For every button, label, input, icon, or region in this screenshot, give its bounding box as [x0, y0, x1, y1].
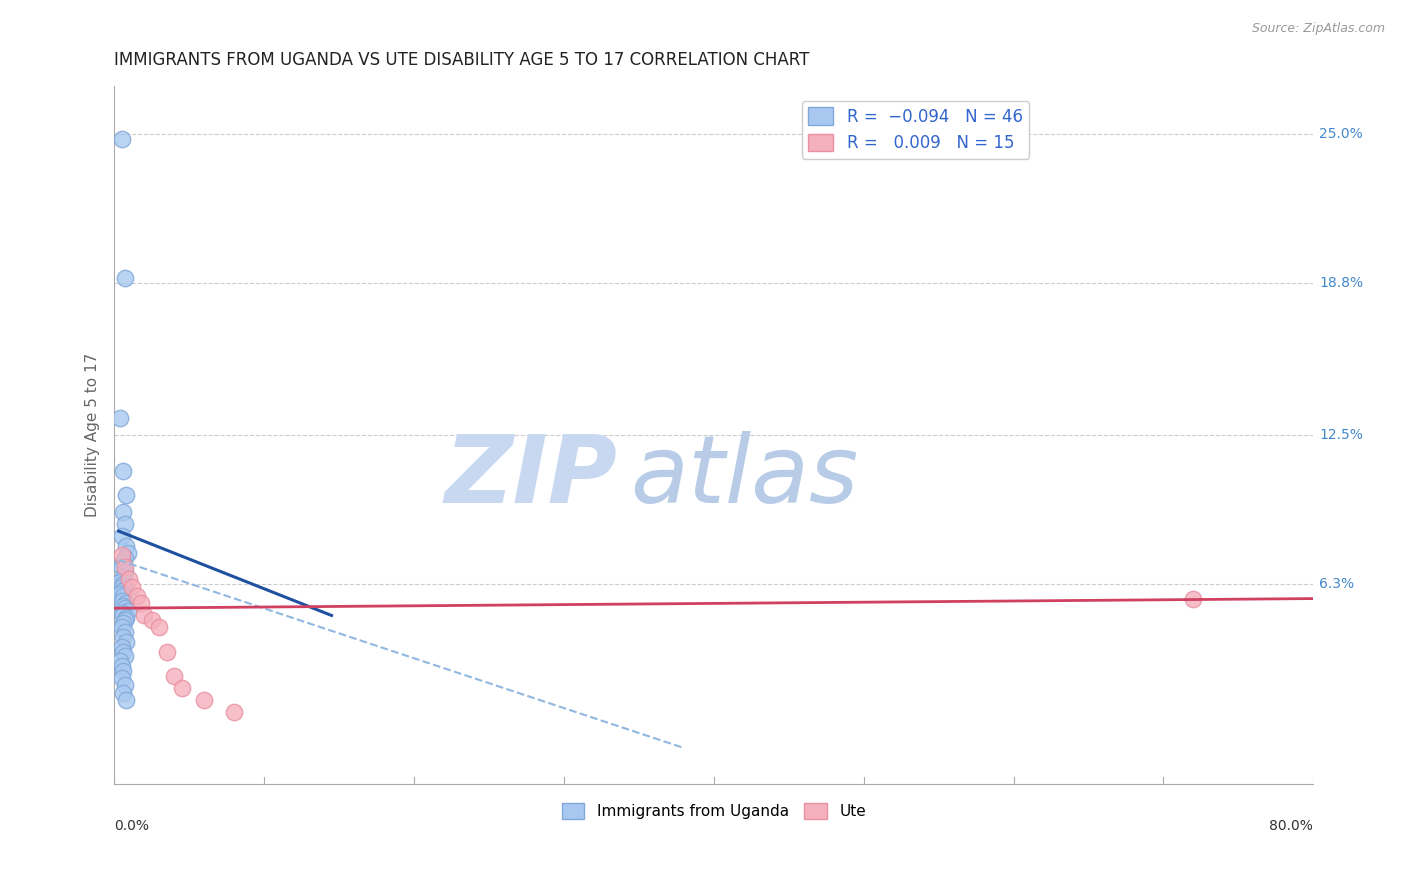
Point — [112, 556, 135, 570]
Text: ZIP: ZIP — [444, 431, 617, 523]
Point — [112, 664, 135, 678]
Text: 80.0%: 80.0% — [1270, 819, 1313, 833]
Point — [115, 488, 138, 502]
Point — [111, 560, 134, 574]
Point — [114, 649, 136, 664]
Point — [141, 613, 163, 627]
Point — [108, 587, 131, 601]
Point — [114, 565, 136, 579]
Point — [108, 654, 131, 668]
Point — [115, 539, 138, 553]
Text: IMMIGRANTS FROM UGANDA VS UTE DISABILITY AGE 5 TO 17 CORRELATION CHART: IMMIGRANTS FROM UGANDA VS UTE DISABILITY… — [114, 51, 810, 69]
Text: 18.8%: 18.8% — [1319, 276, 1364, 290]
Point — [111, 131, 134, 145]
Point — [111, 529, 134, 543]
Point — [114, 516, 136, 531]
Point — [111, 594, 134, 608]
Point — [170, 681, 193, 695]
Point — [114, 601, 136, 615]
Text: 25.0%: 25.0% — [1319, 127, 1362, 141]
Text: 6.3%: 6.3% — [1319, 577, 1354, 591]
Point — [224, 705, 246, 719]
Point — [114, 678, 136, 692]
Text: Source: ZipAtlas.com: Source: ZipAtlas.com — [1251, 22, 1385, 36]
Point — [114, 271, 136, 285]
Point — [114, 582, 136, 596]
Point — [111, 606, 134, 620]
Point — [111, 580, 134, 594]
Point — [134, 608, 156, 623]
Text: 12.5%: 12.5% — [1319, 428, 1364, 442]
Point — [112, 464, 135, 478]
Point — [108, 574, 131, 589]
Point — [115, 611, 138, 625]
Point — [112, 570, 135, 584]
Point — [114, 550, 136, 565]
Point — [111, 640, 134, 654]
Point — [114, 625, 136, 640]
Point — [112, 685, 135, 699]
Point — [111, 620, 134, 634]
Point — [121, 580, 143, 594]
Point — [112, 644, 135, 658]
Point — [117, 604, 139, 618]
Point — [125, 589, 148, 603]
Point — [112, 630, 135, 644]
Point — [112, 599, 135, 613]
Point — [112, 577, 135, 591]
Point — [111, 671, 134, 685]
Point — [148, 620, 170, 634]
Point — [111, 659, 134, 673]
Point — [118, 572, 141, 586]
Point — [111, 548, 134, 562]
Y-axis label: Disability Age 5 to 17: Disability Age 5 to 17 — [86, 352, 100, 516]
Point — [115, 596, 138, 610]
Point — [117, 546, 139, 560]
Point — [163, 668, 186, 682]
Point — [108, 411, 131, 425]
Point — [112, 608, 135, 623]
Point — [115, 635, 138, 649]
Point — [156, 644, 179, 658]
Text: atlas: atlas — [630, 431, 858, 522]
Point — [193, 692, 215, 706]
Point — [112, 615, 135, 630]
Point — [114, 613, 136, 627]
Point — [129, 596, 152, 610]
Point — [112, 589, 135, 603]
Legend: Immigrants from Uganda, Ute: Immigrants from Uganda, Ute — [555, 797, 872, 825]
Text: 0.0%: 0.0% — [114, 819, 149, 833]
Point — [111, 584, 134, 599]
Point — [114, 560, 136, 574]
Point — [1182, 591, 1205, 606]
Point — [112, 505, 135, 519]
Point — [115, 692, 138, 706]
